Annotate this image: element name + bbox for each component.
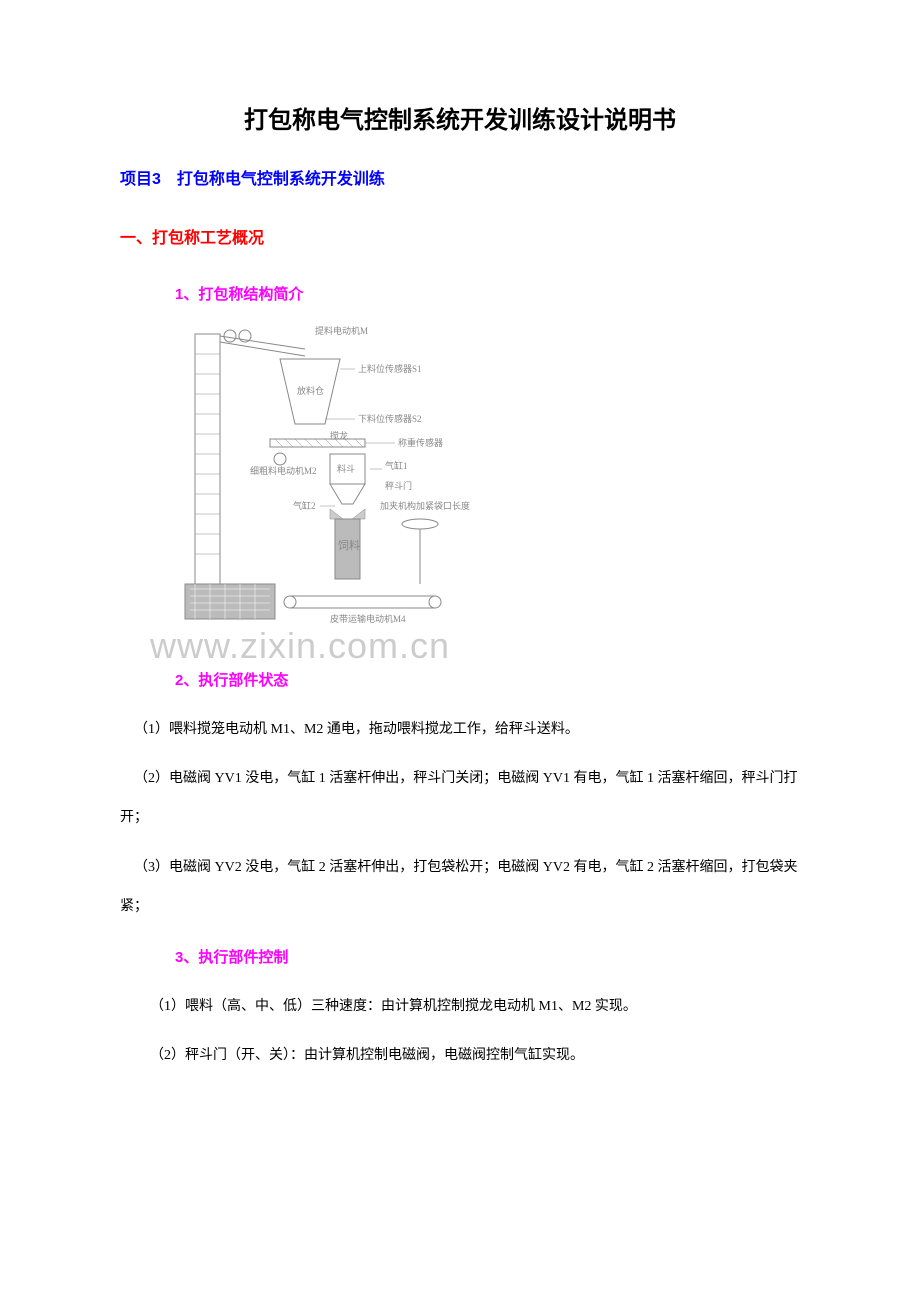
label-clamp: 加夹机构加紧袋口长度 <box>380 500 470 511</box>
document-title: 打包称电气控制系统开发训练设计说明书 <box>120 100 800 135</box>
structure-diagram: 提料电动机M 上料位传感器S1 放料仓 下料位传感器S2 搅龙 称重传感器 <box>175 324 525 634</box>
label-lower-sensor: 下料位传感器S2 <box>358 413 422 424</box>
section-3-header: 项目3 打包称电气控制系统开发训练 <box>120 165 800 189</box>
label-upper-sensor: 上料位传感器S1 <box>358 363 422 374</box>
item-2-p3: （3）电磁阀 YV2 没电，气缸 2 活塞杆伸出，打包袋松开；电磁阀 YV2 有… <box>120 848 800 926</box>
label-feeder-motor: 细粗料电动机M2 <box>250 465 317 476</box>
item-3-header: 3、执行部件控制 <box>175 946 800 967</box>
label-cylinder2: 气缸2 <box>293 500 316 511</box>
label-weight-sensor: 称重传感器 <box>398 437 443 448</box>
item-1-header: 1、打包称结构简介 <box>175 283 800 304</box>
label-hopper: 料斗 <box>337 463 355 474</box>
item-2-p1: （1）喂料搅笼电动机 M1、M2 通电，拖动喂料搅龙工作，给秤斗送料。 <box>120 710 800 749</box>
subsection-1-header: 一、打包称工艺概况 <box>120 224 800 248</box>
label-hopper-gate: 秤斗门 <box>385 480 412 491</box>
label-cylinder1: 气缸1 <box>385 460 408 471</box>
item-2-p2: （2）电磁阀 YV1 没电，气缸 1 活塞杆伸出，秤斗门关闭；电磁阀 YV1 有… <box>120 759 800 837</box>
label-top-motor: 提料电动机M <box>315 325 368 336</box>
item-3-p2: （2）秤斗门（开、关）：由计算机控制电磁阀，电磁阀控制气缸实现。 <box>150 1036 800 1075</box>
label-conveyor-motor: 皮带运输电动机M4 <box>330 613 406 624</box>
item-2-header: 2、执行部件状态 <box>175 669 800 690</box>
label-feed: 饲料 <box>338 538 360 552</box>
item-3-p1: （1）喂料（高、中、低）三种速度：由计算机控制搅龙电动机 M1、M2 实现。 <box>150 987 800 1026</box>
label-material-box: 放料仓 <box>297 385 324 396</box>
